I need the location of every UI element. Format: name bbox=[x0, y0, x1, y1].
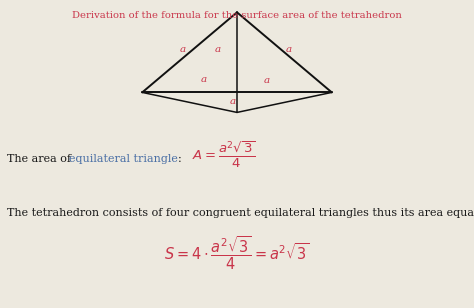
Text: a: a bbox=[180, 45, 185, 54]
Text: The tetrahedron consists of four congruent equilateral triangles thus its area e: The tetrahedron consists of four congrue… bbox=[7, 208, 474, 217]
Text: The area of: The area of bbox=[7, 154, 74, 164]
Text: a: a bbox=[201, 75, 207, 84]
Text: Derivation of the formula for the surface area of the tetrahedron: Derivation of the formula for the surfac… bbox=[72, 11, 402, 20]
Text: a: a bbox=[264, 75, 270, 85]
Text: $A = \dfrac{a^2\sqrt{3}}{4}$: $A = \dfrac{a^2\sqrt{3}}{4}$ bbox=[192, 140, 255, 170]
Text: $S = 4 \cdot \dfrac{a^2\sqrt{3}}{4} = a^2\sqrt{3}$: $S = 4 \cdot \dfrac{a^2\sqrt{3}}{4} = a^… bbox=[164, 235, 310, 272]
Text: a: a bbox=[229, 97, 235, 106]
Text: a: a bbox=[286, 45, 292, 54]
Text: a: a bbox=[215, 45, 221, 55]
Text: equilateral triangle: equilateral triangle bbox=[69, 154, 178, 164]
Text: :: : bbox=[178, 154, 185, 164]
